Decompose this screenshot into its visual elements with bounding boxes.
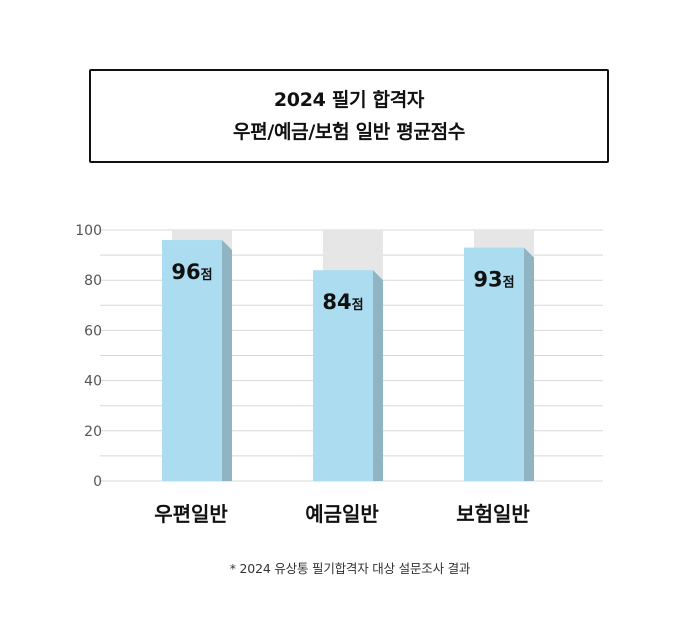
y-tick-label: 80 [84,273,102,289]
bar [464,247,524,481]
bar-side [222,240,232,481]
chart-title-line-1: 2024 필기 합격자 [273,89,425,111]
chart-title-line-2: 우편/예금/보험 일반 평균점수 [232,121,466,143]
bar [313,270,373,481]
bar-side [373,270,383,481]
y-tick-label: 40 [84,374,102,390]
chart-title-box: 2024 필기 합격자 우편/예금/보험 일반 평균점수 [89,69,609,163]
bar-value-label: 93점 [473,268,514,292]
x-category-label: 보험일반 [456,502,530,526]
y-tick-label: 60 [84,323,102,339]
y-tick-label: 0 [93,474,102,490]
bar-side [524,247,534,481]
x-category-label: 우편일반 [154,502,228,526]
y-tick-label: 20 [84,424,102,440]
bar [162,240,222,481]
x-category-label: 예금일반 [305,502,379,526]
bar-value-label: 96점 [171,260,212,284]
footnote: * 2024 유상통 필기합격자 대상 설문조사 결과 [229,561,471,576]
bar-value-label: 84점 [322,290,363,314]
y-tick-label: 100 [75,223,102,239]
